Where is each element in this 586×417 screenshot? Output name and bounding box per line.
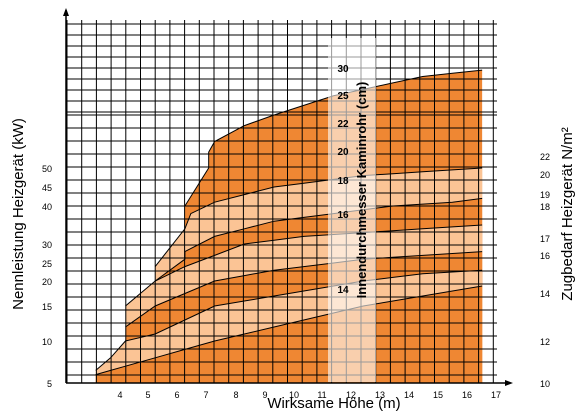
y-tick-label: 20 [42, 277, 52, 287]
curve-22 [154, 197, 483, 282]
curve-20 [125, 224, 483, 307]
curve-30 [184, 69, 483, 207]
y-tick-label: 30 [42, 240, 52, 250]
chart-curves [95, 69, 483, 376]
x-tick-label: 9 [262, 390, 267, 400]
y-tick-label: 40 [42, 202, 52, 212]
y2-tick-label: 10 [540, 379, 550, 389]
x-axis-arrow [505, 380, 513, 386]
y-tick-label: 10 [42, 337, 52, 347]
y-tick-label: 15 [42, 302, 52, 312]
band-label-22: 22 [337, 119, 349, 130]
curve-16 [95, 269, 483, 371]
x-tick-label: 12 [346, 390, 356, 400]
x-tick-label: 11 [317, 390, 326, 400]
x-axis-title: Wirksame Höhe (m) [267, 395, 400, 412]
band-label-14: 14 [337, 285, 349, 296]
y-axis-arrow [63, 8, 69, 16]
overlay-column [328, 38, 376, 382]
x-tick-label: 5 [145, 390, 150, 400]
y-tick-label: 45 [42, 183, 52, 193]
curve-25 [154, 167, 483, 267]
chart-axes: 4 5 6 7 8 9 10 11 12 13 14 15 16 17510152025304045501… [42, 8, 550, 400]
x-tick-label: 14 [404, 390, 414, 400]
y2-tick-label: 16 [540, 251, 550, 261]
diameter-overlay: 14 16 18 20 22 25 30 Innendurchmesser Kaminrohr… [328, 38, 376, 382]
x-tick-label: 10 [289, 390, 299, 400]
x-tick-label: 8 [233, 390, 238, 400]
y2-tick-label: 19 [540, 190, 550, 200]
band-label-30: 30 [337, 64, 349, 75]
y2-tick-label: 22 [540, 152, 550, 162]
band-label-18: 18 [337, 176, 349, 187]
y-tick-label: 5 [47, 379, 52, 389]
curve-14 [95, 285, 483, 376]
curve-18 [125, 251, 483, 328]
band-label-20: 20 [337, 147, 349, 158]
x-tick-label: 6 [174, 390, 179, 400]
band-label-16: 16 [337, 210, 349, 221]
x-tick-label: 7 [203, 390, 208, 400]
x-tick-label: 17 [491, 390, 501, 400]
y2-tick-label: 20 [540, 170, 550, 180]
x-tick-label: 15 [433, 390, 443, 400]
y2-tick-label: 17 [540, 234, 550, 244]
y2-axis-title: Zugbedarf Heizgerät N/m² [559, 127, 576, 300]
x-tick-label: 13 [375, 390, 385, 400]
x-tick-label: 4 [117, 390, 122, 400]
y-axis-title: Nennleistung Heizgerät (kW) [10, 118, 27, 310]
overlay-label: Innendurchmesser Kaminrohr (cm) [354, 82, 369, 299]
band-label-25: 25 [337, 91, 349, 102]
y2-tick-label: 12 [540, 337, 550, 347]
chart-grid [66, 20, 497, 383]
y-tick-label: 25 [42, 259, 52, 269]
y2-tick-label: 18 [540, 202, 550, 212]
x-tick-label: 16 [462, 390, 472, 400]
y-tick-label: 50 [42, 164, 52, 174]
y2-tick-label: 14 [540, 289, 550, 299]
